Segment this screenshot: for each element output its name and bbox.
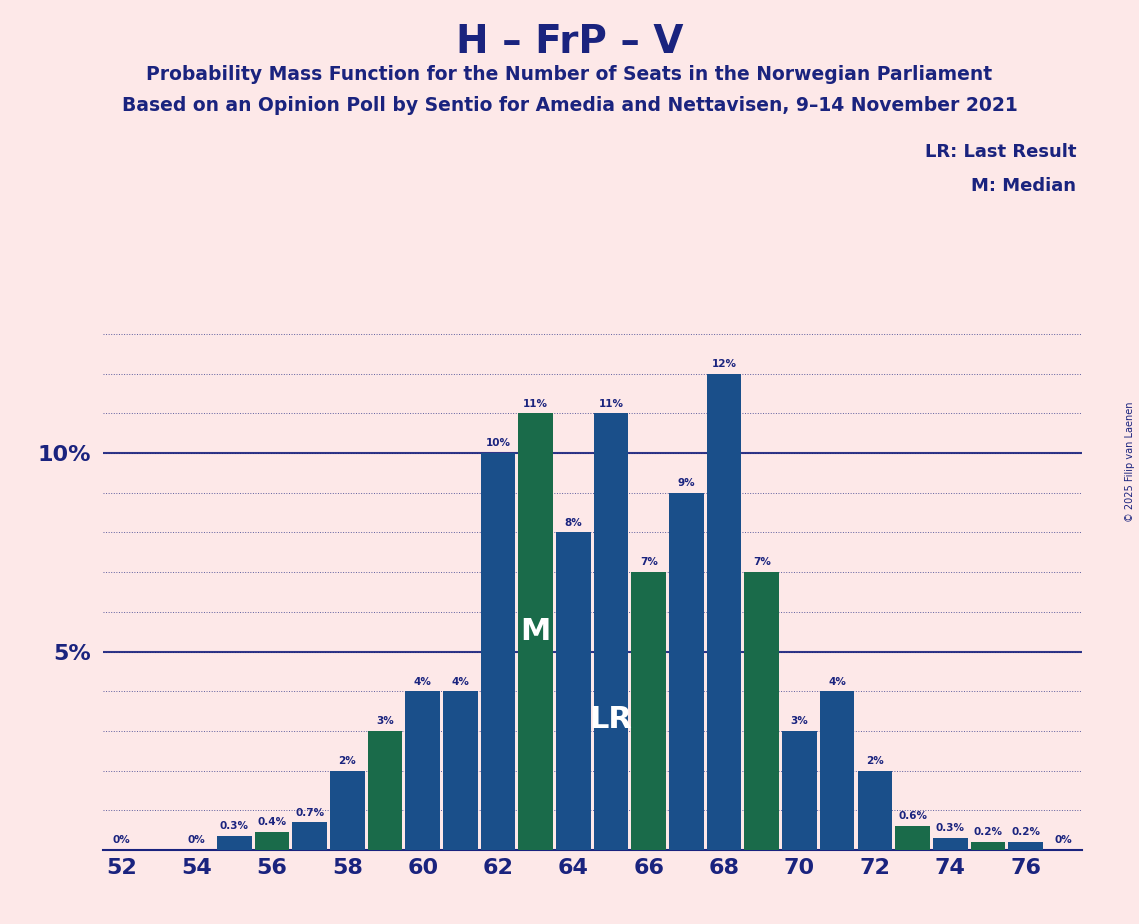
Text: 3%: 3% [376, 716, 394, 726]
Bar [405, 691, 440, 850]
Bar [368, 731, 402, 850]
Text: 0%: 0% [188, 835, 205, 845]
Bar [631, 572, 666, 850]
Text: M: Median: M: Median [972, 177, 1076, 195]
Bar [745, 572, 779, 850]
Text: 3%: 3% [790, 716, 809, 726]
Text: 2%: 2% [866, 756, 884, 766]
Bar [933, 838, 967, 850]
Text: 7%: 7% [753, 557, 771, 567]
Text: 0.6%: 0.6% [898, 811, 927, 821]
Text: 0.7%: 0.7% [295, 808, 325, 818]
Bar [782, 731, 817, 850]
Bar [895, 826, 929, 850]
Text: 11%: 11% [599, 398, 624, 408]
Text: 4%: 4% [413, 676, 432, 687]
Text: Based on an Opinion Poll by Sentio for Amedia and Nettavisen, 9–14 November 2021: Based on an Opinion Poll by Sentio for A… [122, 96, 1017, 116]
Text: 7%: 7% [640, 557, 657, 567]
Bar [218, 836, 252, 850]
Text: 11%: 11% [523, 398, 548, 408]
Text: 0.3%: 0.3% [220, 821, 248, 832]
Text: © 2025 Filip van Laenen: © 2025 Filip van Laenen [1125, 402, 1134, 522]
Text: 0.2%: 0.2% [1011, 827, 1040, 837]
Text: 4%: 4% [828, 676, 846, 687]
Text: 8%: 8% [565, 517, 582, 528]
Bar [293, 822, 327, 850]
Bar [707, 373, 741, 850]
Text: 0%: 0% [1055, 835, 1072, 845]
Text: 10%: 10% [485, 438, 510, 448]
Text: LR: LR [590, 705, 632, 734]
Text: 4%: 4% [451, 676, 469, 687]
Bar [1008, 842, 1043, 850]
Text: 0%: 0% [113, 835, 130, 845]
Text: 0.2%: 0.2% [974, 827, 1002, 837]
Text: H – FrP – V: H – FrP – V [456, 23, 683, 61]
Bar [330, 771, 364, 850]
Bar [556, 532, 591, 850]
Text: 12%: 12% [712, 359, 737, 369]
Bar [669, 492, 704, 850]
Bar [481, 453, 516, 850]
Bar [593, 413, 629, 850]
Bar [518, 413, 554, 850]
Text: M: M [521, 617, 551, 646]
Text: Probability Mass Function for the Number of Seats in the Norwegian Parliament: Probability Mass Function for the Number… [147, 65, 992, 84]
Text: 0.3%: 0.3% [936, 823, 965, 833]
Text: LR: Last Result: LR: Last Result [925, 143, 1076, 161]
Text: 0.4%: 0.4% [257, 818, 287, 828]
Bar [858, 771, 892, 850]
Bar [820, 691, 854, 850]
Bar [970, 842, 1006, 850]
Bar [255, 833, 289, 850]
Text: 9%: 9% [678, 478, 695, 488]
Text: 2%: 2% [338, 756, 357, 766]
Bar [443, 691, 477, 850]
